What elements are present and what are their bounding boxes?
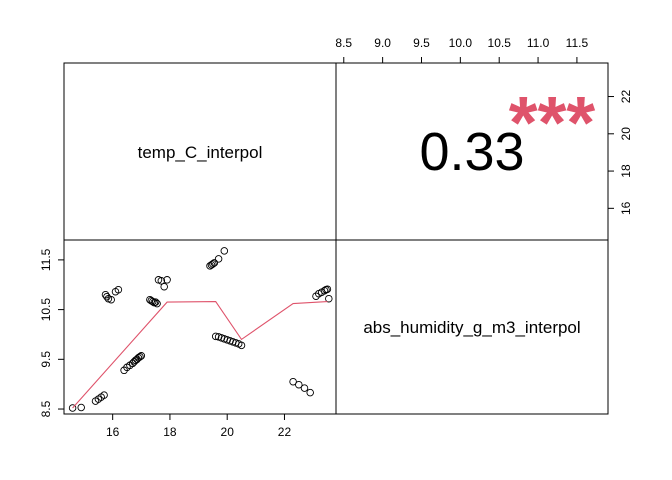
data-point (151, 298, 160, 306)
data-point (300, 384, 309, 392)
top-tick-label: 8.5 (335, 36, 352, 50)
data-point (325, 294, 333, 303)
panel-bottom-right (335, 239, 609, 415)
data-point (323, 285, 332, 293)
data-point (306, 388, 314, 397)
right-tick-label: 16 (619, 201, 633, 215)
data-point (68, 404, 77, 412)
panel-bottom-left (63, 239, 337, 415)
y-tick-label: 8.5 (39, 400, 53, 417)
data-point (136, 353, 144, 361)
data-point (209, 260, 217, 268)
x-tick-label: 18 (163, 425, 177, 439)
diagonal-label-humidity: abs_humidity_g_m3_interpol (363, 318, 580, 337)
smooth-line (72, 301, 328, 409)
data-point (220, 247, 229, 255)
data-point (214, 255, 223, 263)
data-point (107, 295, 115, 304)
top-tick-label: 10.0 (449, 36, 473, 50)
y-tick-label: 9.5 (39, 351, 53, 368)
data-point (100, 391, 108, 399)
data-point (295, 380, 303, 389)
right-tick-label: 18 (619, 164, 633, 178)
top-tick-label: 9.5 (413, 36, 430, 50)
top-tick-label: 11.0 (527, 36, 550, 50)
data-point (157, 277, 166, 285)
data-point (153, 299, 161, 308)
data-point (114, 285, 123, 294)
top-tick-label: 9.0 (374, 36, 391, 50)
correlation-value: 0.33 (419, 122, 524, 182)
right-tick-label: 22 (619, 90, 633, 104)
data-point (312, 292, 320, 300)
significance-stars: *** (509, 81, 596, 164)
data-point (77, 403, 85, 412)
data-point (210, 259, 219, 267)
y-tick-label: 10.5 (39, 298, 53, 322)
data-point (289, 377, 297, 386)
x-tick-label: 22 (278, 425, 292, 439)
data-point (149, 297, 157, 306)
data-point (237, 341, 246, 350)
data-point (137, 352, 146, 360)
data-point (163, 276, 171, 284)
data-point (211, 332, 220, 341)
x-tick-label: 20 (221, 425, 235, 439)
top-tick-label: 11.5 (566, 36, 589, 50)
top-tick-label: 10.5 (488, 36, 512, 50)
data-point (160, 282, 168, 291)
y-tick-label: 11.5 (39, 248, 53, 271)
x-tick-label: 16 (106, 425, 120, 439)
diagonal-label-temp: temp_C_interpol (138, 143, 263, 162)
right-tick-label: 20 (619, 127, 633, 141)
